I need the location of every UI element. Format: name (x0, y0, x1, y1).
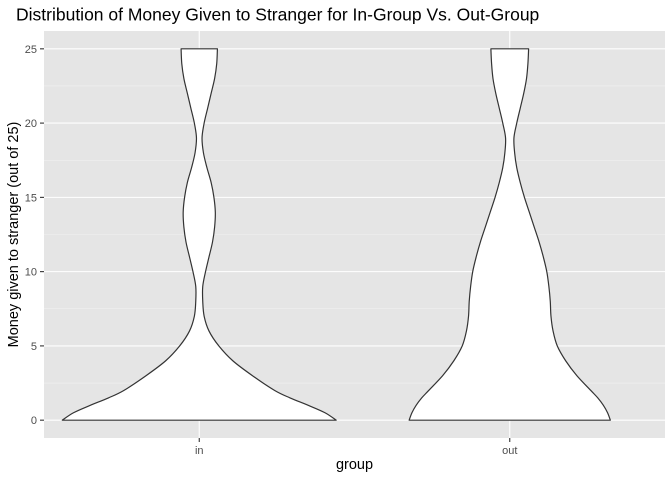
y-axis: 0 5 10 15 20 25 (25, 44, 44, 427)
x-tick-label-out: out (502, 445, 517, 457)
y-tick-label: 25 (25, 44, 37, 56)
x-axis: in out (195, 438, 517, 457)
x-axis-label: group (336, 457, 373, 473)
y-tick-label: 20 (25, 118, 37, 130)
y-tick-label: 10 (25, 267, 37, 279)
y-tick-label: 15 (25, 192, 37, 204)
grid-lines (44, 31, 665, 438)
y-tick-label: 5 (31, 341, 37, 353)
y-tick-label: 0 (31, 415, 37, 427)
violins (61, 48, 611, 421)
violin-out (408, 48, 611, 421)
chart-title: Distribution of Money Given to Stranger … (16, 5, 539, 25)
violin-in (61, 48, 337, 421)
x-tick-label-in: in (195, 445, 204, 457)
y-axis-label: Money given to stranger (out of 25) (6, 122, 22, 348)
